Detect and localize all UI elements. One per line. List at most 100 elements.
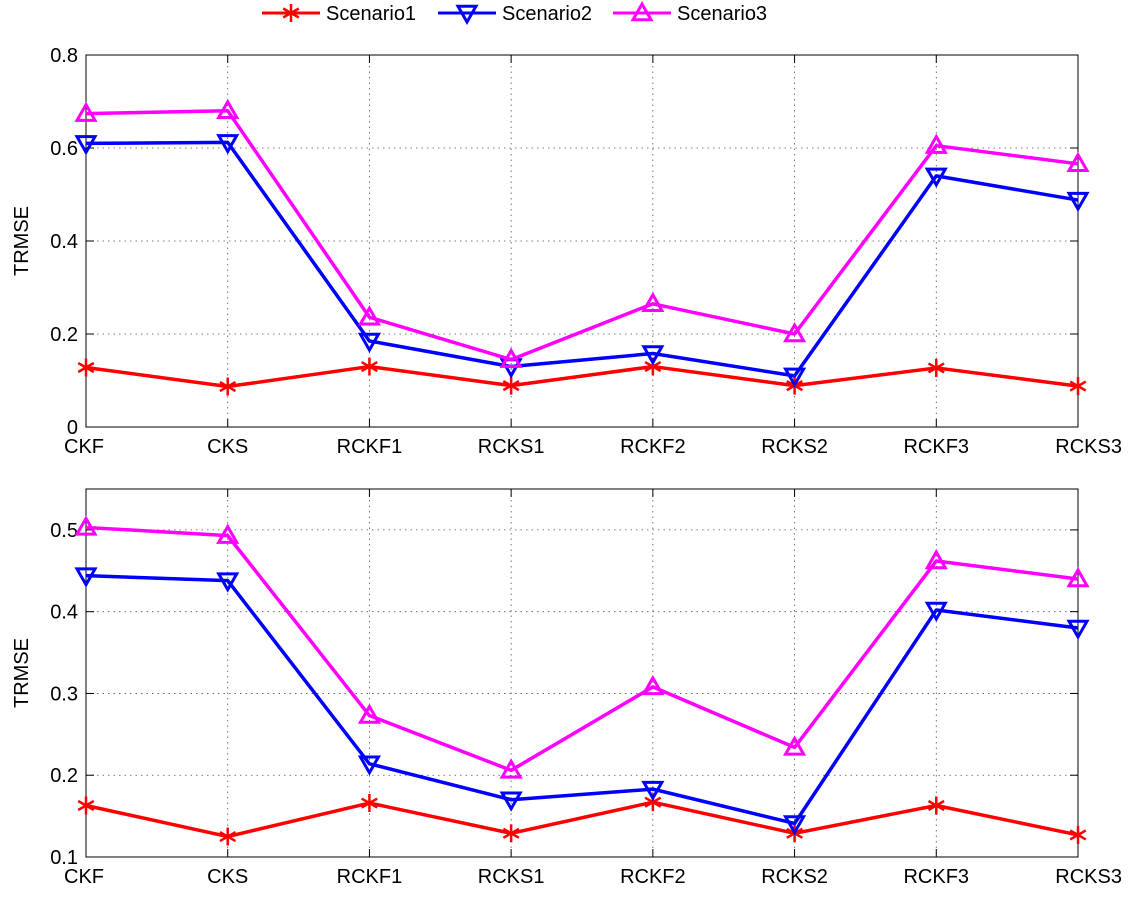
- series-line-3: [85, 109, 1079, 362]
- series-3-point: [782, 321, 807, 343]
- series-line-3: [85, 525, 1079, 773]
- series-3-point: [74, 515, 98, 536]
- y-tick-label: 0.3: [50, 683, 78, 705]
- series-1-point-stroke-2: [927, 362, 945, 374]
- x-tick-label: RCKF1: [337, 866, 403, 888]
- series-3-point: [641, 291, 665, 313]
- y-axis-label: TRMSE: [11, 638, 33, 708]
- y-tick-label: 0.8: [50, 45, 78, 67]
- series-2-point: [1066, 191, 1090, 213]
- series-1-point-stroke-2: [1069, 380, 1087, 392]
- series-1-point-stroke-2: [502, 380, 520, 392]
- series-2-point: [1066, 619, 1090, 641]
- series-3-point: [782, 735, 807, 756]
- series-1-point-stroke-2: [361, 360, 378, 373]
- series-1-point: [219, 827, 237, 846]
- x-tick-label: RCKS3: [1055, 436, 1122, 458]
- series-1-point: [219, 377, 237, 396]
- series-3-point: [641, 674, 665, 696]
- plot-frame: [85, 488, 1079, 858]
- series-2-point: [782, 815, 807, 836]
- series-2-point: [74, 135, 98, 156]
- series-1-point-stroke-2: [644, 360, 662, 373]
- series-3-point: [357, 703, 382, 724]
- series-3-point: [357, 305, 382, 326]
- series-2-point: [74, 567, 98, 588]
- series-1-point-stroke-2: [1069, 829, 1087, 841]
- series-1-point: [361, 357, 378, 376]
- x-tick-label: CKS: [207, 866, 248, 888]
- series-line-2: [85, 573, 1079, 826]
- series-2-point: [499, 791, 523, 812]
- x-tick-label: RCKS1: [478, 866, 545, 888]
- series-3-point: [74, 101, 98, 122]
- legend-marker-3: [630, 0, 654, 22]
- x-tick-label: RCKF3: [903, 866, 969, 888]
- series-3-point: [1066, 151, 1090, 173]
- x-tick-label: RCKS2: [761, 866, 828, 888]
- y-tick-label: 0: [67, 417, 78, 439]
- series-1-point: [502, 824, 520, 843]
- series-3-point: [499, 758, 523, 779]
- series-1-point: [77, 796, 95, 815]
- x-tick-label: RCKF2: [620, 866, 686, 888]
- legend-label-2: Scenario2: [502, 3, 592, 25]
- x-tick-label: RCKF2: [620, 436, 686, 458]
- series-2-point: [357, 332, 382, 353]
- legend-marker-2: [455, 4, 479, 26]
- series-1-point: [502, 376, 520, 395]
- legend-label-1: Scenario1: [326, 3, 416, 25]
- series-1-point-stroke-2: [219, 830, 237, 843]
- y-tick-label: 0.2: [50, 765, 78, 787]
- series-2-point: [216, 572, 240, 593]
- series-2-point: [924, 601, 948, 623]
- series-3-point: [1066, 566, 1090, 588]
- series-1-point-stroke-2: [644, 796, 662, 808]
- series-3-point: [924, 133, 948, 154]
- series-1-point: [77, 358, 95, 377]
- series-1-point: [927, 796, 945, 815]
- series-1-point: [1069, 377, 1087, 396]
- series-1-point: [1069, 825, 1087, 844]
- series-2-point: [357, 755, 382, 776]
- series-1-point: [927, 358, 945, 377]
- y-axis-label: TRMSE: [11, 206, 33, 276]
- series-1-point-stroke-2: [361, 797, 378, 809]
- legend-marker-1: [282, 4, 300, 22]
- y-tick-label: 0.4: [50, 602, 78, 624]
- series-2-point: [782, 367, 807, 388]
- x-tick-label: RCKS3: [1055, 866, 1122, 888]
- series-3-point: [216, 523, 240, 544]
- series-2-point: [641, 780, 665, 802]
- y-tick-label: 0.5: [50, 520, 78, 542]
- series-1-point-stroke-2: [219, 380, 237, 393]
- bottom-panel: 0.1 0.2 0.3 0.4 0.5 CKF CKS RCKF1 RCKS1 RCKF2 RCKS…: [11, 488, 1122, 888]
- legend-marker-1-stroke-2: [282, 7, 300, 19]
- x-tick-label: RCKF3: [903, 436, 969, 458]
- series-3-point: [924, 548, 948, 570]
- x-tick-label: CKF: [64, 436, 104, 458]
- series-1-point-stroke-2: [77, 799, 95, 812]
- series-3-point: [499, 347, 523, 368]
- x-tick-label: RCKS1: [478, 436, 545, 458]
- x-tick-label: RCKS2: [761, 436, 828, 458]
- series-1-point-stroke-2: [927, 799, 945, 812]
- x-tick-label: RCKF1: [337, 436, 403, 458]
- series-1-point-stroke-2: [77, 361, 95, 374]
- top-panel: 0 0.2 0.4 0.6 0.8 CKF CKS RCKF1 RCKS1 RCKF2 RCKS2 R…: [11, 45, 1122, 458]
- series-2-point: [641, 345, 665, 366]
- x-tick-label: CKS: [207, 436, 248, 458]
- series-line-1: [85, 800, 1079, 839]
- series-line-1: [85, 364, 1079, 389]
- x-tick-label: CKF: [64, 866, 104, 888]
- series-1-point-stroke-2: [502, 827, 520, 839]
- series-2-point: [924, 167, 948, 188]
- y-tick-label: 0.2: [50, 324, 78, 346]
- y-tick-label: 0.1: [50, 847, 78, 869]
- series-2-point: [216, 134, 240, 155]
- legend: Scenario1 Scenario2 Scenario3: [262, 0, 767, 26]
- series-1-point: [361, 794, 378, 813]
- series-line-2: [85, 140, 1079, 378]
- legend-label-3: Scenario3: [677, 3, 767, 25]
